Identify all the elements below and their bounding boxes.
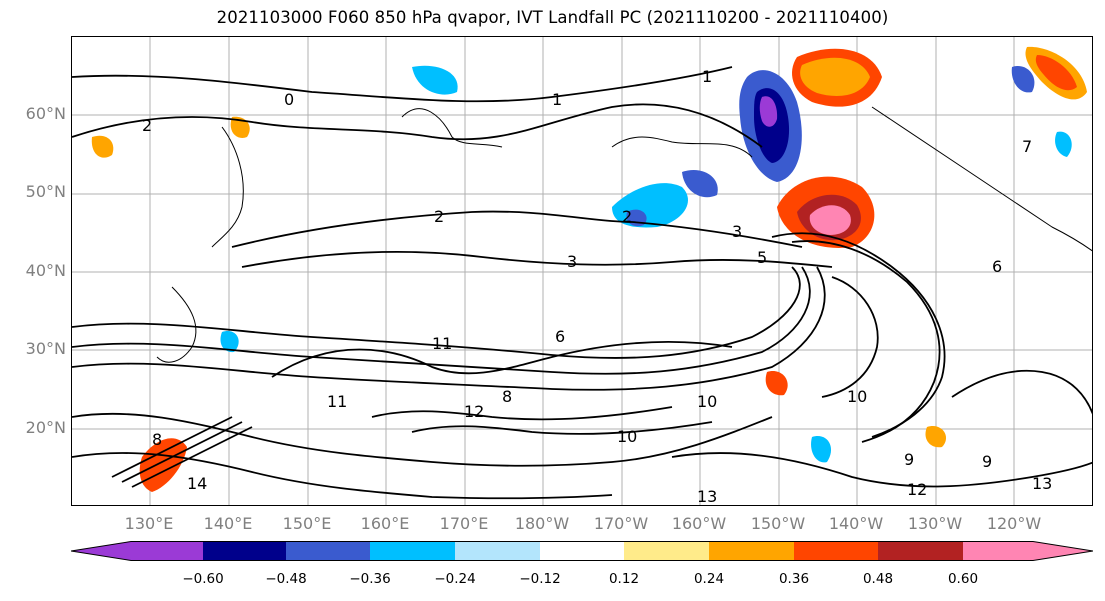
colorbar — [71, 541, 1093, 561]
colorbar-segment — [794, 541, 878, 561]
colorbar-segment — [624, 541, 709, 561]
negative-anomaly-shading — [220, 65, 1072, 463]
lon-label: 130°E — [124, 514, 174, 533]
contour-label: 1 — [702, 67, 712, 86]
contour-label: 10 — [847, 387, 867, 406]
lat-label-30n: 30°N — [25, 339, 66, 358]
colorbar-segment — [455, 541, 540, 561]
colorbar-segments — [71, 541, 1093, 561]
colorbar-segment — [709, 541, 794, 561]
lon-label: 160°E — [360, 514, 410, 533]
coastlines — [156, 106, 1092, 363]
contour-label: 3 — [732, 222, 742, 241]
lat-label-20n: 20°N — [25, 418, 66, 437]
contour-label-group: 0 1 2 2 2 3 3 5 1 6 11 11 12 8 10 10 10 … — [142, 67, 1052, 506]
lat-label-40n: 40°N — [25, 261, 66, 280]
lon-label: 140°E — [203, 514, 253, 533]
graticule — [72, 37, 1092, 505]
contour-label: 0 — [284, 90, 294, 109]
map-panel: 0 1 2 2 2 3 3 5 1 6 11 11 12 8 10 10 10 … — [71, 36, 1093, 506]
contour-label: 6 — [555, 327, 565, 346]
contour-label: 2 — [434, 207, 444, 226]
colorbar-tick-label: 0.12 — [608, 571, 640, 587]
lon-label: 180°W — [514, 514, 570, 533]
contour-label: 2 — [142, 116, 152, 135]
contour-label: 3 — [567, 252, 577, 271]
contour-label: 10 — [697, 392, 717, 411]
map-title: 2021103000 F060 850 hPa qvapor, IVT Land… — [216, 8, 889, 27]
contour-lines — [72, 66, 1092, 500]
colorbar-segment — [878, 541, 963, 561]
contour-label: 12 — [907, 480, 927, 499]
colorbar-tick-label: −0.36 — [349, 571, 391, 587]
lat-label-50n: 50°N — [25, 182, 66, 201]
contour-label: 13 — [1032, 474, 1052, 493]
colorbar-segment — [286, 541, 370, 561]
lon-label: 140°W — [828, 514, 884, 533]
contour-label: 10 — [617, 427, 637, 446]
contour-label: 8 — [152, 430, 162, 449]
contour-label: 14 — [187, 474, 207, 493]
contour-label: 9 — [904, 450, 914, 469]
contour-label: 9 — [982, 452, 992, 471]
lon-label: 150°W — [750, 514, 806, 533]
contour-label: 11 — [327, 392, 347, 411]
colorbar-segment — [963, 541, 1093, 561]
colorbar-tick-label: −0.48 — [265, 571, 307, 587]
contour-label: 13 — [697, 487, 717, 506]
lon-label: 170°E — [439, 514, 489, 533]
contour-label: 6 — [992, 257, 1002, 276]
contour-label: 2 — [622, 207, 632, 226]
lon-label: 160°W — [671, 514, 727, 533]
colorbar-tick-label: 0.48 — [862, 571, 894, 587]
colorbar-tick-label: 0.24 — [693, 571, 725, 587]
colorbar-tick-label: −0.12 — [519, 571, 561, 587]
lon-label: 170°W — [593, 514, 649, 533]
colorbar-tick-label: 0.60 — [947, 571, 979, 587]
colorbar-outline — [71, 541, 1093, 561]
contour-label: 11 — [432, 334, 452, 353]
contour-label: 5 — [757, 248, 767, 267]
colorbar-segment — [71, 541, 203, 561]
colorbar-segment — [370, 541, 455, 561]
positive-anomaly-shading — [91, 46, 1087, 492]
colorbar-segment — [540, 541, 624, 561]
contour-label: 8 — [502, 387, 512, 406]
colorbar-tick-label: 0.36 — [778, 571, 810, 587]
colorbar-segment — [203, 541, 286, 561]
lat-label-60n: 60°N — [25, 104, 66, 123]
lon-label: 120°W — [986, 514, 1042, 533]
contour-label: 12 — [464, 402, 484, 421]
colorbar-tick-label: −0.24 — [434, 571, 476, 587]
map-canvas: 0 1 2 2 2 3 3 5 1 6 11 11 12 8 10 10 10 … — [72, 37, 1092, 506]
lon-label: 130°W — [907, 514, 963, 533]
contour-label: 7 — [1022, 137, 1032, 156]
colorbar-tick-label: −0.60 — [182, 571, 224, 587]
lon-label: 150°E — [282, 514, 332, 533]
contour-label: 1 — [552, 90, 562, 109]
